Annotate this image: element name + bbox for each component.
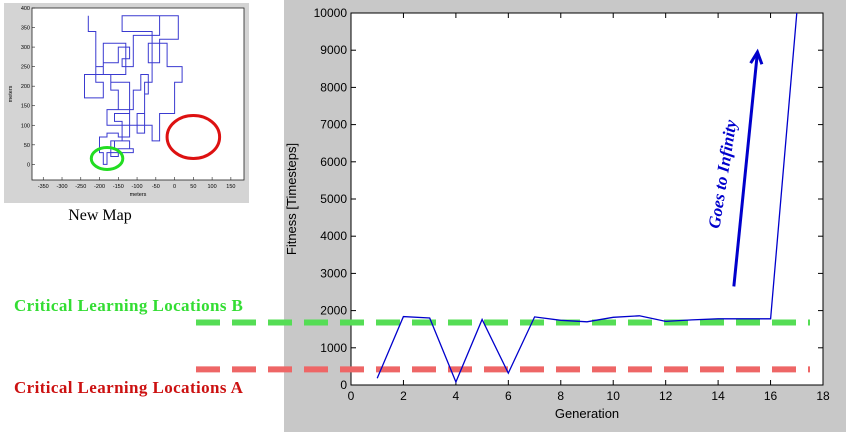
x-tick-label: 0 bbox=[348, 389, 355, 403]
map-ytick-label: 250 bbox=[21, 65, 30, 71]
y-tick-label: 5000 bbox=[320, 192, 347, 206]
map-ytick-label: 350 bbox=[21, 26, 30, 32]
x-tick-label: 14 bbox=[711, 389, 725, 403]
critical-locations-a-label: Critical Learning Locations A bbox=[14, 378, 244, 397]
map-xtick-label: -300 bbox=[57, 184, 68, 190]
x-tick-label: 8 bbox=[557, 389, 564, 403]
y-tick-label: 3000 bbox=[320, 266, 347, 280]
x-tick-label: 6 bbox=[505, 389, 512, 403]
infinity-arrow-head bbox=[749, 48, 764, 65]
maze-path bbox=[84, 15, 183, 165]
map-xtick-label: -50 bbox=[152, 184, 160, 190]
x-tick-label: 12 bbox=[659, 389, 673, 403]
map-xtick-label: 100 bbox=[208, 184, 217, 190]
y-tick-label: 0 bbox=[340, 378, 347, 392]
x-tick-label: 2 bbox=[400, 389, 407, 403]
map-xtick-label: 0 bbox=[173, 184, 176, 190]
map-caption: New Map bbox=[68, 207, 132, 224]
map-xtick-label: 150 bbox=[226, 184, 235, 190]
y-tick-label: 6000 bbox=[320, 155, 347, 169]
red-circle-marker bbox=[165, 114, 222, 160]
map-xtick-label: -350 bbox=[38, 184, 49, 190]
x-tick-label: 16 bbox=[764, 389, 778, 403]
green-circle-marker bbox=[89, 146, 125, 171]
y-tick-label: 4000 bbox=[320, 229, 347, 243]
y-axis-label: Fitness [Timesteps] bbox=[284, 143, 299, 255]
y-tick-label: 8000 bbox=[320, 80, 347, 94]
map-xtick-label: -200 bbox=[94, 184, 105, 190]
map-xtick-label: -250 bbox=[75, 184, 86, 190]
map-ytick-label: 400 bbox=[21, 6, 30, 12]
x-axis-label: Generation bbox=[555, 406, 619, 421]
map-ytick-label: 100 bbox=[21, 123, 30, 129]
x-tick-label: 18 bbox=[816, 389, 830, 403]
y-tick-label: 1000 bbox=[320, 341, 347, 355]
map-xlabel: meters bbox=[130, 192, 147, 198]
map-xtick-label: 50 bbox=[190, 184, 196, 190]
y-tick-label: 10000 bbox=[314, 6, 348, 20]
map-ytick-label: 150 bbox=[21, 104, 30, 110]
map-xtick-label: -150 bbox=[113, 184, 124, 190]
x-tick-label: 10 bbox=[607, 389, 621, 403]
fitness-series-line bbox=[376, 13, 798, 384]
x-tick-label: 4 bbox=[453, 389, 460, 403]
map-ytick-label: 0 bbox=[27, 162, 30, 168]
y-tick-label: 9000 bbox=[320, 43, 347, 57]
chart-plot-area bbox=[350, 12, 824, 386]
map-axes bbox=[31, 7, 245, 181]
critical-locations-b-label: Critical Learning Locations B bbox=[14, 296, 244, 315]
infinity-arrow-shaft bbox=[732, 51, 759, 287]
map-ytick-label: 300 bbox=[21, 45, 30, 51]
map-ytick-label: 50 bbox=[24, 143, 30, 149]
map-xtick-label: -100 bbox=[132, 184, 143, 190]
y-tick-label: 2000 bbox=[320, 304, 347, 318]
map-ylabel: meters bbox=[8, 85, 14, 102]
y-tick-label: 7000 bbox=[320, 118, 347, 132]
map-ytick-label: 200 bbox=[21, 84, 30, 90]
